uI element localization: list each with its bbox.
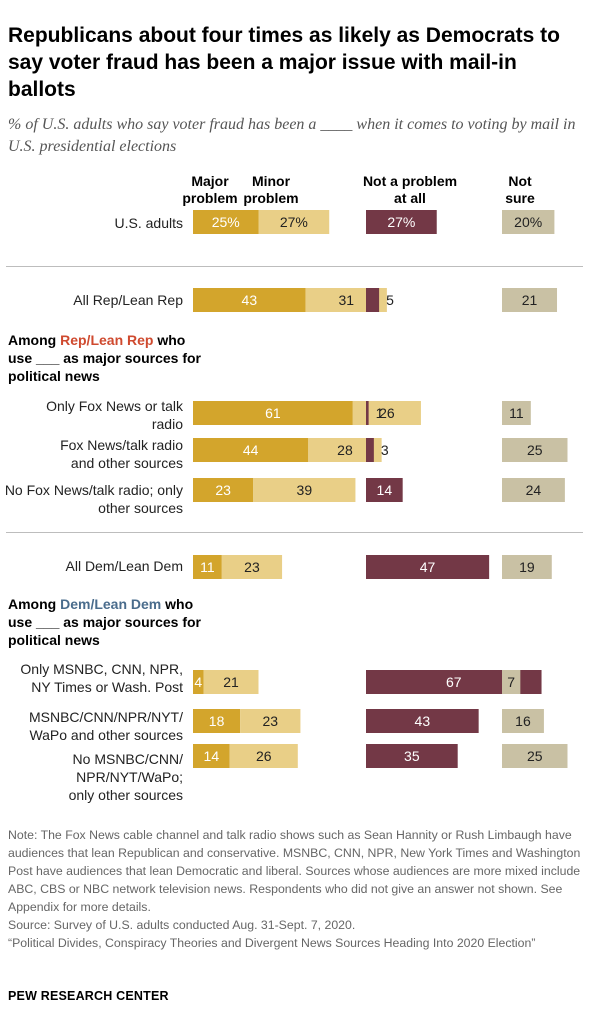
column-header-not-sure: Not sure: [505, 173, 535, 206]
bar-not-sure: [502, 555, 552, 579]
value-label-minor: 26: [379, 405, 395, 421]
value-label-not-sure: 11: [509, 405, 524, 421]
bar-major: [193, 744, 230, 768]
source-text: Source: Survey of U.S. adults conducted …: [8, 918, 356, 932]
bar-minor: [258, 210, 330, 234]
bar-minor: [221, 555, 283, 579]
section-header-rep: Among Rep/Lean Rep who use ___ as major …: [8, 332, 201, 384]
value-label-minor: 23: [263, 713, 279, 729]
value-label-minor: 26: [256, 748, 272, 764]
row-label: All Dem/Lean Dem: [65, 558, 184, 574]
value-label-not-sure: 24: [526, 482, 542, 498]
row-label: Fox News/talk radio and other sources: [60, 437, 183, 471]
bar-not-problem: [366, 438, 374, 462]
value-label-minor: 31: [338, 292, 354, 308]
bar-not-problem: [366, 478, 403, 502]
value-label-minor: 39: [297, 482, 313, 498]
bar-major: [193, 438, 309, 462]
row-label: No Fox News/talk radio; only other sourc…: [4, 482, 183, 516]
bar-not-sure: [502, 709, 544, 733]
row-label: MSNBC/CNN/NPR/NYT/ WaPo and other source…: [28, 709, 183, 743]
value-label-major: 11: [200, 559, 215, 575]
value-label-not-problem: 14: [377, 482, 393, 498]
bar-not-sure: [502, 210, 555, 234]
value-label-major: 23: [215, 482, 231, 498]
value-label-not-problem: 43: [415, 713, 431, 729]
section-highlight-dem: Dem/Lean Dem: [60, 596, 162, 612]
bar-not-problem: [366, 744, 458, 768]
value-label-not-sure: 16: [515, 713, 531, 729]
chart-subtitle: % of U.S. adults who say voter fraud has…: [8, 116, 576, 155]
bar-minor: [229, 744, 298, 768]
bar-not-sure: [502, 744, 568, 768]
column-header-major: Major problem: [182, 173, 238, 206]
bar-minor: [203, 670, 259, 694]
bar-minor: [352, 401, 421, 425]
bar-not-problem: [366, 401, 369, 425]
chart-note: Note: The Fox News cable channel and tal…: [8, 826, 586, 952]
value-label-not-sure: 7: [507, 674, 515, 690]
row-label: Only Fox News or talk radio: [46, 398, 183, 432]
value-label-major: 61: [265, 405, 281, 421]
value-label-not-problem: 27%: [387, 214, 415, 230]
org-name: PEW RESEARCH CENTER: [8, 989, 169, 1003]
row-label: All Rep/Lean Rep: [73, 292, 183, 308]
value-label-not-sure: 25: [527, 442, 543, 458]
value-label-major: 4: [194, 674, 202, 690]
column-header-minor: Minor problem: [243, 173, 299, 206]
bar-not-sure: [502, 438, 568, 462]
bar-major: [193, 288, 306, 312]
bar-major: [193, 401, 353, 425]
value-label-not-sure: 21: [522, 292, 538, 308]
bar-minor: [253, 478, 356, 502]
value-label-not-problem: 35: [404, 748, 420, 764]
divider: [6, 532, 583, 533]
bar-major: [193, 210, 259, 234]
bar-not-problem: [366, 709, 479, 733]
bar-not-sure: [502, 288, 558, 312]
report-title: “Political Divides, Conspiracy Theories …: [8, 936, 536, 950]
bar-major: [193, 478, 254, 502]
bar-minor: [240, 709, 301, 733]
value-label-not-problem: 3: [381, 442, 389, 458]
value-label-major: 44: [243, 442, 259, 458]
bar-not-problem: [366, 288, 380, 312]
chart-title: Republicans about four times as likely a…: [8, 24, 560, 101]
value-label-not-sure: 20%: [514, 214, 542, 230]
bar-major: [193, 555, 222, 579]
divider: [6, 266, 583, 267]
section-highlight-rep: Rep/Lean Rep: [60, 332, 154, 348]
bar-not-sure: [502, 670, 521, 694]
note-text: Note: The Fox News cable channel and tal…: [8, 828, 581, 914]
bar-not-sure: [502, 478, 565, 502]
value-label-minor: 28: [337, 442, 353, 458]
value-label-not-problem: 47: [420, 559, 436, 575]
value-label-not-problem: 5: [386, 292, 394, 308]
bar-major: [193, 709, 241, 733]
value-label-major: 43: [242, 292, 258, 308]
value-label-minor: 21: [223, 674, 239, 690]
bar-not-sure: [502, 401, 531, 425]
value-label-minor: 27%: [280, 214, 308, 230]
value-label-minor: 23: [244, 559, 260, 575]
value-label-not-problem: 1: [376, 405, 384, 421]
value-label-major: 14: [204, 748, 220, 764]
value-label-major: 18: [209, 713, 225, 729]
bar-not-problem: [366, 555, 490, 579]
value-label-not-sure: 25: [527, 748, 543, 764]
value-label-not-sure: 19: [519, 559, 535, 575]
row-label: U.S. adults: [114, 215, 183, 231]
bar-major: [193, 670, 204, 694]
value-label-not-problem: 67: [446, 674, 462, 690]
column-header-not-problem: Not a problem at all: [362, 173, 458, 206]
bar-not-problem: [366, 210, 437, 234]
row-label: No MSNBC/CNN/ NPR/NYT/WaPo; only other s…: [68, 751, 183, 803]
section-header-dem: Among Dem/Lean Dem who use ___ as major …: [8, 596, 201, 648]
row-label: Only MSNBC, CNN, NPR, NY Times or Wash. …: [20, 661, 183, 695]
value-label-major: 25%: [212, 214, 240, 230]
